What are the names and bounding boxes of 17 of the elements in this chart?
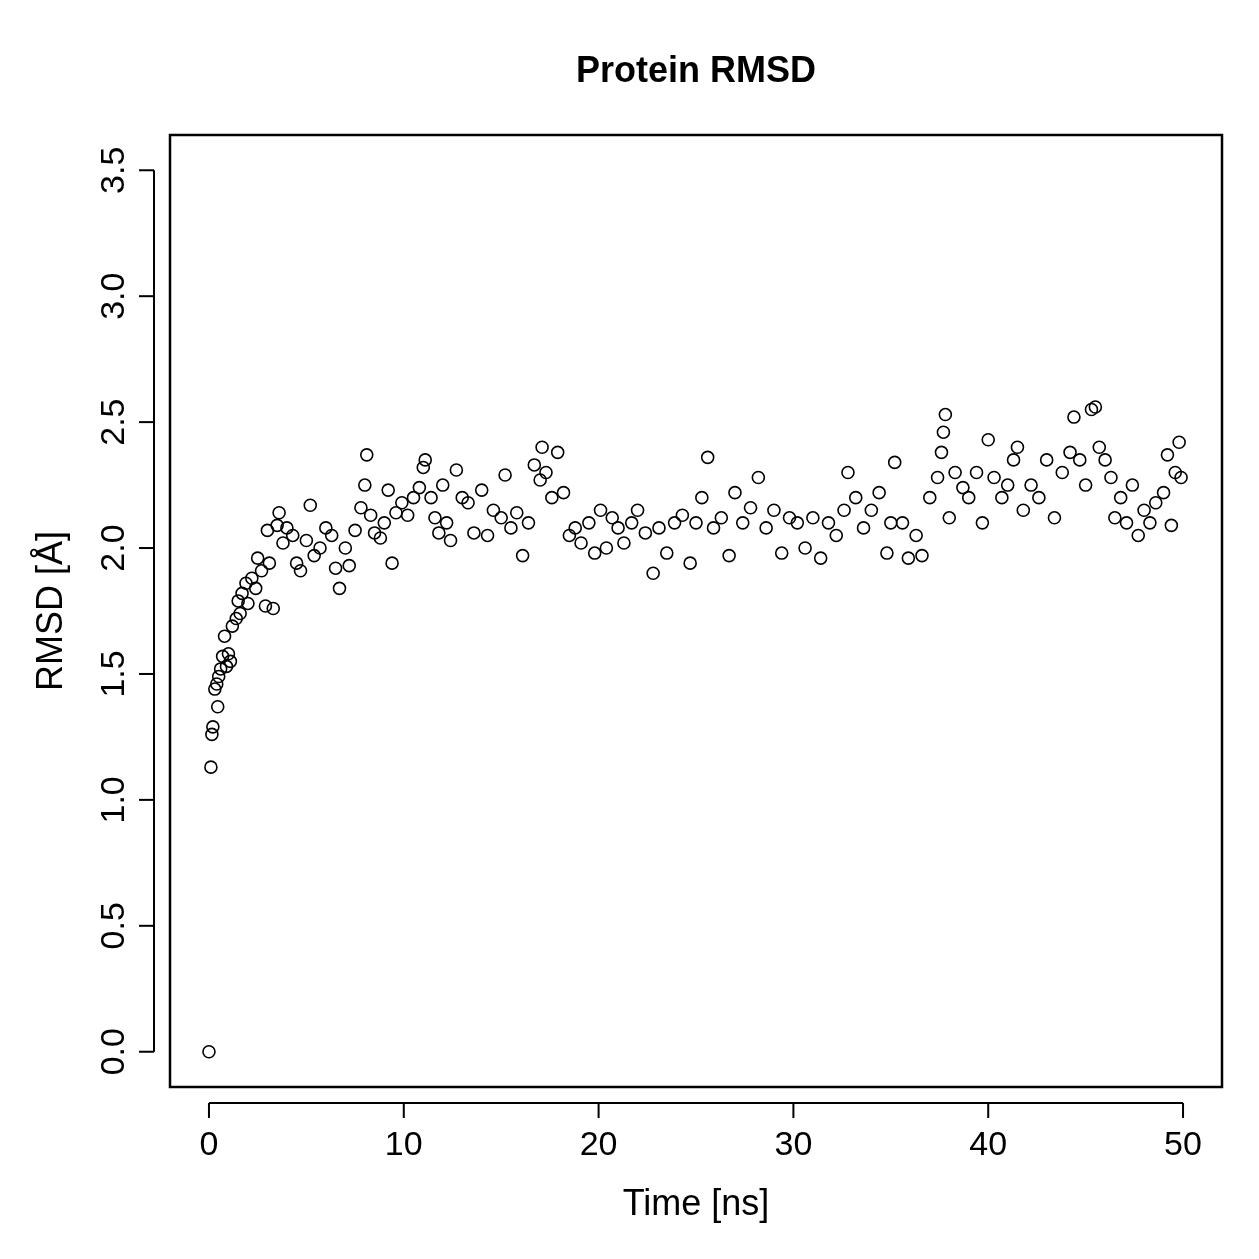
x-tick-label: 50 (1164, 1124, 1202, 1162)
chart-title: Protein RMSD (575, 49, 817, 90)
y-tick-label: 1.5 (93, 650, 131, 698)
x-tick-label: 30 (774, 1124, 813, 1162)
x-tick-label: 10 (384, 1124, 423, 1162)
x-tick-label: 40 (969, 1124, 1008, 1162)
y-tick-label: 2.0 (93, 524, 131, 572)
y-tick-label: 3.5 (93, 146, 131, 194)
y-tick-label: 2.5 (93, 398, 131, 446)
y-tick-label: 3.0 (93, 272, 131, 320)
x-tick-label: 20 (579, 1124, 618, 1162)
y-axis-title: RMSD [Å] (29, 530, 70, 692)
y-tick-label: 0.0 (93, 1028, 131, 1076)
x-tick-label: 0 (199, 1124, 219, 1162)
y-tick-label: 1.0 (93, 776, 131, 824)
y-tick-label: 0.5 (93, 902, 131, 950)
x-axis-title: Time [ns] (622, 1182, 770, 1223)
